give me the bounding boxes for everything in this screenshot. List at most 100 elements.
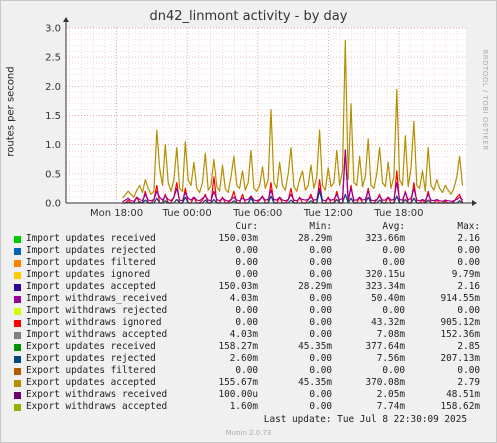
legend-series-name: Export updates filtered — [26, 365, 156, 376]
series-line — [122, 39, 464, 199]
legend-max-value: 2.85 — [457, 341, 480, 352]
legend-avg-value: 323.66m — [365, 233, 405, 244]
legend-swatch — [14, 392, 21, 399]
legend-max-value: 0.00 — [457, 305, 480, 316]
legend-min-value: 45.35m — [298, 341, 332, 352]
legend-avg-value: 7.56m — [376, 353, 405, 364]
legend-avg-value: 0.00 — [382, 245, 405, 256]
legend-avg-value: 0.00 — [382, 365, 405, 376]
legend-cur-value: 0.00 — [235, 317, 258, 328]
legend-max-value: 158.62m — [440, 401, 480, 412]
legend-row: Import updates ignored 0.00 0.00 320.15u 9.7… — [12, 269, 480, 281]
legend-max-value: 9.79m — [451, 269, 480, 280]
legend-max-value: 0.00 — [457, 257, 480, 268]
legend-avg-value: 0.00 — [382, 305, 405, 316]
legend-min-value: 0.00 — [309, 365, 332, 376]
legend-series-name: Import withdraws ignored — [26, 317, 162, 328]
legend-header-cur: Cur: — [235, 221, 258, 232]
legend-avg-value: 0.00 — [382, 257, 405, 268]
chart-title: dn42_linmont activity - by day — [149, 9, 348, 24]
legend-avg-value: 320.15u — [365, 269, 405, 280]
legend-avg-value: 7.08m — [376, 329, 405, 340]
series-line — [122, 190, 463, 204]
legend-max-value: 2.16 — [457, 281, 480, 292]
munin-version: Munin 2.0.73 — [225, 429, 272, 437]
legend-series-name: Import updates rejected — [26, 245, 156, 256]
legend-cur-value: 100.00u — [218, 389, 258, 400]
legend-row: Export withdraws received 100.00u 0.00 2.05… — [12, 389, 480, 401]
legend-header: Cur: Min: Avg: Max: — [12, 221, 480, 233]
legend-swatch — [14, 284, 21, 291]
legend-max-value: 0.00 — [457, 245, 480, 256]
legend-series-name: Export updates accepted — [26, 377, 156, 388]
legend-min-value: 0.00 — [309, 389, 332, 400]
legend-min-value: 0.00 — [309, 293, 332, 304]
legend-row: Import updates filtered 0.00 0.00 0.00 0.00 — [12, 257, 480, 269]
x-tick-label: Mon 18:00 — [90, 208, 143, 219]
legend-min-value: 0.00 — [309, 245, 332, 256]
x-tick-label: Tue 00:00 — [162, 208, 212, 219]
legend-cur-value: 1.60m — [229, 401, 258, 412]
legend-swatch — [14, 272, 21, 279]
x-tick-label: Tue 12:00 — [303, 208, 353, 219]
legend-max-value: 905.12m — [440, 317, 480, 328]
legend-swatch — [14, 332, 21, 339]
legend-row: Export updates filtered 0.00 0.00 0.00 0.00 — [12, 365, 480, 377]
legend-swatch — [14, 404, 21, 411]
legend-cur-value: 0.00 — [235, 257, 258, 268]
legend-series-name: Export withdraws received — [26, 389, 168, 400]
legend-row: Export withdraws accepted 1.60m 0.00 7.74m 1… — [12, 401, 480, 413]
legend-cur-value: 150.03m — [218, 281, 258, 292]
legend-avg-value: 370.08m — [365, 377, 405, 388]
legend-cur-value: 4.03m — [229, 329, 258, 340]
legend-avg-value: 323.34m — [365, 281, 405, 292]
legend-cur-value: 158.27m — [218, 341, 258, 352]
legend-header-min: Min: — [309, 221, 332, 232]
legend-series-name: Import withdraws rejected — [26, 305, 168, 316]
y-axis-arrow-icon — [63, 17, 69, 22]
legend-row: Import updates rejected 0.00 0.00 0.00 0.00 — [12, 245, 480, 257]
legend-max-value: 207.13m — [440, 353, 480, 364]
legend-min-value: 45.35m — [298, 377, 332, 388]
legend-row: Export updates received 158.27m 45.35m 377.… — [12, 341, 480, 353]
legend-swatch — [14, 248, 21, 255]
legend-swatch — [14, 308, 21, 315]
legend-cur-value: 4.03m — [229, 293, 258, 304]
legend-avg-value: 377.64m — [365, 341, 405, 352]
legend-header-max: Max: — [457, 221, 480, 232]
legend-swatch — [14, 344, 21, 351]
legend-row: Import withdraws ignored 0.00 0.00 43.32m 90… — [12, 317, 480, 329]
legend-min-value: 0.00 — [309, 329, 332, 340]
legend-min-value: 28.29m — [298, 281, 332, 292]
legend-cur-value: 155.67m — [218, 377, 258, 388]
legend-cur-value: 2.60m — [229, 353, 258, 364]
legend-row: Import updates accepted 150.03m 28.29m 323.… — [12, 281, 480, 293]
legend-series-name: Import updates filtered — [26, 257, 156, 268]
x-tick-label: Tue 18:00 — [373, 208, 423, 219]
y-tick-label: 2.0 — [45, 82, 61, 93]
x-tick-label: Tue 06:00 — [232, 208, 282, 219]
legend-min-value: 0.00 — [309, 401, 332, 412]
legend-header-avg: Avg: — [382, 221, 405, 232]
legend-series-name: Import withdraws accepted — [26, 329, 168, 340]
legend-row: Import withdraws_received 4.03m 0.00 50.40m… — [12, 293, 480, 305]
legend-min-value: 0.00 — [309, 353, 332, 364]
legend-series-name: Export updates received — [26, 341, 156, 352]
legend-series-name: Import withdraws_received — [26, 293, 168, 304]
legend-swatch — [14, 260, 21, 267]
legend-cur-value: 0.00 — [235, 245, 258, 256]
y-tick-label: 3.0 — [45, 24, 61, 35]
legend-min-value: 0.00 — [309, 305, 332, 316]
legend-min-value: 0.00 — [309, 317, 332, 328]
legend-avg-value: 7.74m — [376, 401, 405, 412]
legend-swatch — [14, 380, 21, 387]
legend-cur-value: 150.03m — [218, 233, 258, 244]
legend-avg-value: 50.40m — [371, 293, 405, 304]
legend-swatch — [14, 296, 21, 303]
legend-min-value: 0.00 — [309, 269, 332, 280]
legend-swatch — [14, 356, 21, 363]
legend-max-value: 0.00 — [457, 365, 480, 376]
y-tick-label: 2.5 — [45, 53, 61, 64]
last-update: Last update: Tue Jul 8 22:30:09 2025 — [263, 414, 467, 425]
